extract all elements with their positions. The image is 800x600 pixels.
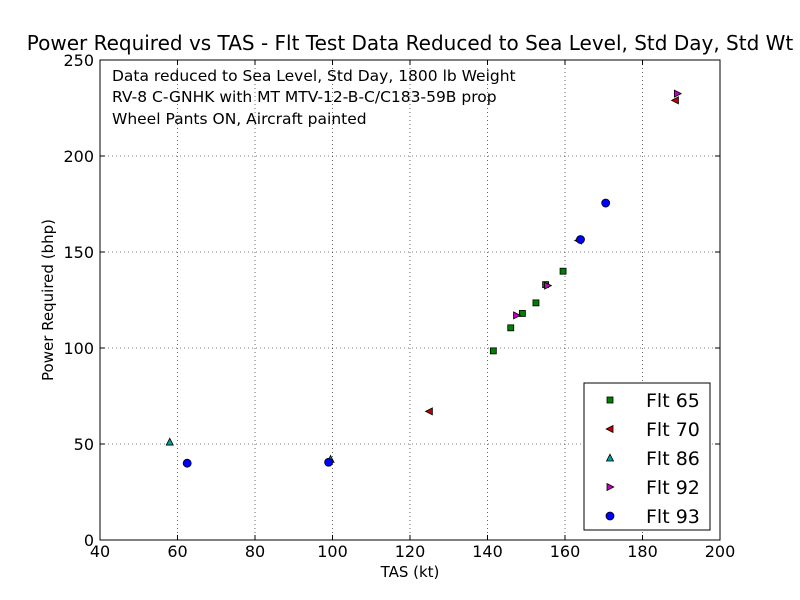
data-point-flt-92 [544, 281, 553, 290]
data-point-flt-65 [559, 267, 567, 275]
data-point-flt-92 [673, 89, 683, 98]
y-axis-label: Power Required (bhp) [39, 219, 57, 381]
data-point-flt-92 [513, 311, 522, 320]
legend-label-3: Flt 92 [646, 477, 700, 499]
data-point-flt-93 [576, 235, 585, 244]
axis-ticks: 40 60 80 100 120 140 160 180 200 0 50 100 150 200 250 [63, 51, 735, 561]
legend-marker-3 [606, 482, 615, 492]
data-point-flt-65 [507, 324, 515, 332]
y-tick-label: 200 [63, 147, 94, 166]
legend-marker-1 [605, 424, 614, 434]
legend-marker-4 [605, 511, 615, 521]
legend-label-1: Flt 70 [646, 419, 700, 441]
x-tick-label: 120 [395, 542, 426, 561]
data-point-flt-93 [182, 458, 192, 468]
data-point-flt-93 [324, 457, 334, 467]
data-point-flt-70 [424, 407, 433, 416]
annotation-line-2: RV-8 C-GNHK with MT MTV-12-B-C/C183-59B … [112, 88, 497, 106]
legend-label-0: Flt 65 [646, 390, 700, 412]
data-point-flt-65 [518, 310, 526, 317]
x-tick-label: 160 [550, 542, 581, 561]
chart-title: Power Required vs TAS - Flt Test Data Re… [27, 31, 794, 55]
legend-label-4: Flt 93 [646, 506, 700, 528]
legend: Flt 65 Flt 70 Flt 86 Flt 92 Flt 93 [583, 382, 711, 531]
x-axis-label: TAS (kt) [380, 563, 440, 581]
y-tick-label: 100 [63, 339, 94, 358]
x-tick-label: 140 [472, 542, 503, 561]
legend-marker-2 [605, 453, 615, 462]
data-point-flt-65 [489, 347, 497, 355]
annotation-line-1: Data reduced to Sea Level, Std Day, 1800… [112, 67, 516, 85]
data-points [165, 89, 683, 468]
y-tick-label: 0 [84, 531, 94, 550]
y-tick-label: 50 [74, 435, 94, 454]
grid-lines [100, 60, 720, 540]
x-tick-label: 200 [705, 542, 736, 561]
x-tick-label: 80 [245, 542, 265, 561]
data-point-flt-86 [165, 437, 174, 446]
x-tick-label: 100 [317, 542, 348, 561]
legend-marker-0 [606, 396, 614, 404]
data-point-flt-70 [670, 96, 679, 105]
x-tick-label: 40 [90, 542, 110, 561]
data-point-flt-65 [532, 299, 540, 307]
x-tick-label: 180 [627, 542, 658, 561]
y-tick-label: 250 [63, 51, 94, 70]
annotation-line-3: Wheel Pants ON, Aircraft painted [112, 110, 367, 128]
y-tick-label: 150 [63, 243, 94, 262]
data-point-flt-93 [601, 198, 611, 208]
legend-box [583, 382, 711, 531]
legend-label-2: Flt 86 [646, 448, 700, 470]
x-tick-label: 60 [167, 542, 187, 561]
